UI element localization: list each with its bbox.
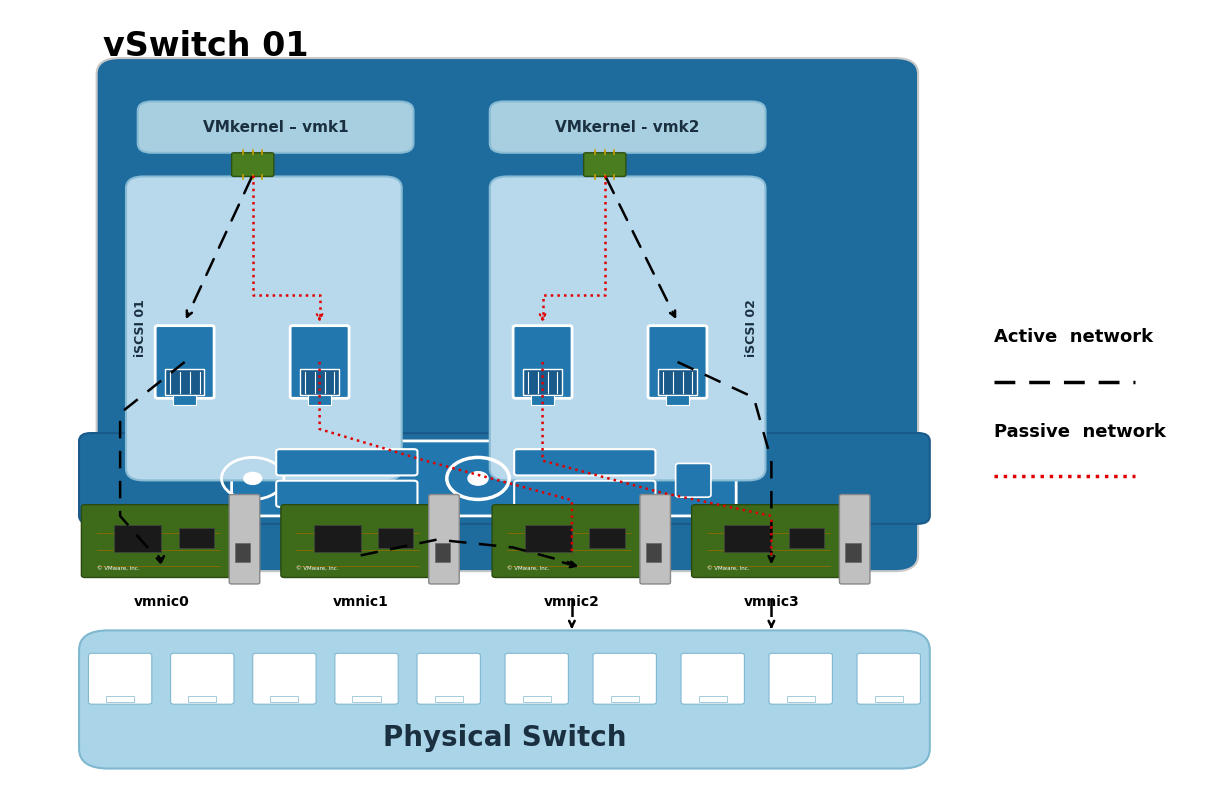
FancyBboxPatch shape [229, 494, 259, 584]
Text: Active  network: Active network [994, 328, 1153, 346]
Bar [874, 696, 903, 702]
FancyBboxPatch shape [593, 653, 656, 704]
Text: iSCSI 01: iSCSI 01 [134, 300, 147, 358]
Text: Physical Switch: Physical Switch [382, 724, 626, 752]
Bar [610, 696, 639, 702]
Bar [235, 543, 251, 561]
FancyBboxPatch shape [80, 630, 930, 769]
Text: vmnic0: vmnic0 [134, 595, 189, 609]
Bar [525, 525, 572, 553]
FancyBboxPatch shape [81, 505, 241, 577]
FancyBboxPatch shape [513, 326, 572, 398]
FancyBboxPatch shape [648, 326, 707, 398]
Circle shape [468, 471, 488, 485]
FancyBboxPatch shape [335, 653, 398, 704]
FancyBboxPatch shape [492, 505, 651, 577]
FancyBboxPatch shape [137, 102, 414, 153]
FancyBboxPatch shape [276, 481, 417, 507]
Bar [698, 696, 727, 702]
Bar [115, 525, 162, 553]
FancyBboxPatch shape [417, 653, 480, 704]
FancyBboxPatch shape [429, 494, 459, 584]
FancyBboxPatch shape [514, 481, 655, 507]
Bar [300, 369, 339, 395]
FancyBboxPatch shape [232, 441, 736, 516]
Bar [379, 528, 414, 548]
Bar [725, 525, 772, 553]
FancyBboxPatch shape [156, 326, 215, 398]
FancyBboxPatch shape [232, 153, 274, 176]
FancyBboxPatch shape [681, 653, 744, 704]
Text: © VMware, Inc.: © VMware, Inc. [707, 565, 749, 571]
Circle shape [244, 472, 262, 484]
FancyBboxPatch shape [253, 653, 316, 704]
FancyBboxPatch shape [170, 653, 234, 704]
Text: © VMware, Inc.: © VMware, Inc. [96, 565, 139, 571]
Text: VMkernel – vmk1: VMkernel – vmk1 [203, 119, 349, 134]
FancyBboxPatch shape [276, 449, 417, 475]
Text: © VMware, Inc.: © VMware, Inc. [297, 565, 339, 571]
FancyBboxPatch shape [125, 176, 402, 480]
Bar [845, 543, 861, 561]
Bar [106, 696, 134, 702]
Text: vmnic3: vmnic3 [744, 595, 800, 609]
Bar [646, 543, 661, 561]
Bar [666, 394, 689, 405]
Bar [434, 696, 463, 702]
Text: Passive  network: Passive network [994, 423, 1166, 441]
Text: vSwitch 01: vSwitch 01 [103, 30, 308, 64]
FancyBboxPatch shape [839, 494, 870, 584]
FancyBboxPatch shape [88, 653, 152, 704]
FancyBboxPatch shape [514, 449, 655, 475]
FancyBboxPatch shape [857, 653, 920, 704]
FancyBboxPatch shape [691, 505, 851, 577]
FancyBboxPatch shape [490, 176, 766, 480]
FancyBboxPatch shape [769, 653, 832, 704]
Bar [308, 394, 332, 405]
Text: vmnic2: vmnic2 [544, 595, 599, 609]
FancyBboxPatch shape [80, 433, 930, 524]
Text: VMkernel - vmk2: VMkernel - vmk2 [556, 119, 699, 134]
Bar [522, 696, 551, 702]
FancyBboxPatch shape [291, 326, 349, 398]
Bar [786, 696, 815, 702]
Bar [434, 543, 450, 561]
Bar [178, 528, 213, 548]
Bar [352, 696, 381, 702]
FancyBboxPatch shape [490, 102, 766, 153]
FancyBboxPatch shape [96, 58, 918, 571]
Text: © VMware, Inc.: © VMware, Inc. [508, 565, 550, 571]
Text: iSCSI 02: iSCSI 02 [745, 300, 757, 358]
Bar [172, 394, 197, 405]
Bar [789, 528, 824, 548]
FancyBboxPatch shape [675, 463, 712, 497]
Text: vmnic1: vmnic1 [333, 595, 388, 609]
Bar [523, 369, 562, 395]
Bar [165, 369, 204, 395]
FancyBboxPatch shape [640, 494, 671, 584]
Bar [531, 394, 555, 405]
FancyBboxPatch shape [584, 153, 626, 176]
Bar [590, 528, 625, 548]
Bar [314, 525, 361, 553]
Bar [270, 696, 298, 702]
FancyBboxPatch shape [505, 653, 568, 704]
Bar [658, 369, 697, 395]
Bar [188, 696, 216, 702]
FancyBboxPatch shape [281, 505, 440, 577]
